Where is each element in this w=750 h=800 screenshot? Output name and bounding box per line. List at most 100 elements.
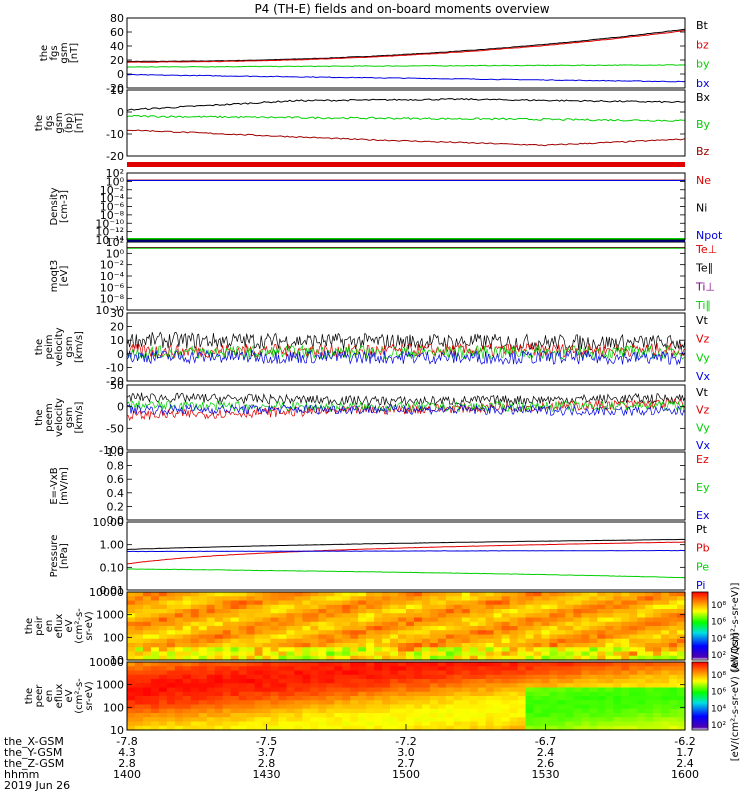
y-axis-label: eV (64, 619, 75, 632)
heatmap-cell (238, 600, 248, 606)
heatmap-cell (589, 717, 598, 723)
heatmap-cell (406, 713, 415, 718)
heatmap-cell (525, 609, 535, 614)
heatmap-cell (182, 613, 192, 619)
heatmap-cell (533, 634, 543, 640)
heatmap-cell (342, 679, 351, 684)
heatmap-cell (677, 725, 686, 731)
heatmap-cell (493, 721, 503, 727)
heatmap-cell (525, 679, 535, 684)
heatmap-cell (358, 592, 367, 597)
heatmap-cell (565, 651, 574, 657)
heatmap-cell (573, 717, 582, 723)
y-axis-label: (cm²-s- (74, 608, 85, 644)
heatmap-cell (150, 604, 160, 610)
heatmap-cell (230, 592, 240, 597)
heatmap-cell (669, 721, 678, 727)
heatmap-cell (398, 604, 407, 610)
heatmap-cell (485, 626, 495, 631)
heatmap-cell (677, 600, 686, 606)
heatmap-cell (358, 713, 367, 718)
heatmap-cell (557, 643, 567, 648)
heatmap-cell (318, 592, 327, 597)
heatmap-cell (477, 687, 487, 693)
heatmap-cell (318, 613, 327, 619)
heatmap-cell (429, 655, 439, 661)
heatmap-cell (230, 670, 240, 676)
heatmap-cell (382, 674, 391, 680)
heatmap-cell (597, 704, 606, 710)
heatmap-cell (294, 647, 303, 653)
heatmap-cell (613, 708, 622, 714)
heatmap-cell (517, 643, 527, 648)
heatmap-cell (390, 634, 399, 640)
heatmap-cell (254, 626, 264, 631)
heatmap-cell (382, 613, 391, 619)
heatmap-cell (398, 592, 407, 597)
heatmap-cell (453, 604, 463, 610)
heatmap-cell (358, 674, 367, 680)
heatmap-cell (382, 651, 391, 657)
heatmap-cell (661, 600, 670, 606)
heatmap-cell (477, 679, 487, 684)
heatmap-cell (182, 721, 192, 727)
heatmap-cell (334, 674, 343, 680)
heatmap-cell (533, 700, 543, 706)
heatmap-cell (366, 651, 375, 657)
heatmap-cell (127, 708, 136, 714)
heatmap-cell (437, 617, 447, 623)
heatmap-cell (358, 662, 367, 667)
heatmap-cell (605, 621, 614, 627)
heatmap-cell (429, 643, 439, 648)
heatmap-cell (469, 617, 479, 623)
heatmap-cell (398, 630, 407, 636)
heatmap-cell (406, 674, 415, 680)
heatmap-cell (278, 621, 288, 627)
heatmap-cell (134, 683, 144, 689)
heatmap-cell (517, 617, 527, 623)
heatmap-cell (182, 647, 192, 653)
heatmap-cell (238, 634, 248, 640)
heatmap-cell (222, 600, 232, 606)
heatmap-cell (262, 647, 272, 653)
heatmap-cell (262, 700, 272, 706)
legend-Ne: Ne (696, 174, 711, 187)
heatmap-cell (637, 670, 646, 676)
heatmap-cell (421, 666, 431, 672)
heatmap-cell (613, 725, 622, 731)
heatmap-cell (477, 630, 487, 636)
heatmap-cell (382, 725, 391, 731)
heatmap-cell (158, 666, 168, 672)
heatmap-cell (469, 596, 479, 602)
x-tick-label: 1600 (671, 768, 699, 781)
heatmap-cell (350, 604, 359, 610)
heatmap-cell (597, 721, 606, 727)
heatmap-cell (437, 721, 447, 727)
heatmap-cell (605, 687, 614, 693)
heatmap-cell (310, 655, 319, 661)
heatmap-cell (645, 651, 654, 657)
heatmap-cell (278, 647, 288, 653)
heatmap-cell (517, 666, 527, 672)
series-Vx (126, 348, 686, 366)
heatmap-cell (565, 596, 574, 602)
heatmap-cell (310, 638, 319, 644)
heatmap-cell (174, 674, 184, 680)
heatmap-cell (286, 634, 295, 640)
heatmap-cell (477, 613, 487, 619)
heatmap-cell (533, 617, 543, 623)
heatmap-cell (517, 651, 527, 657)
heatmap-cell (581, 725, 590, 731)
heatmap-cell (294, 596, 303, 602)
heatmap-cell (198, 666, 208, 672)
heatmap-cell (525, 613, 535, 619)
heatmap-cell (142, 700, 152, 706)
heatmap-cell (645, 713, 654, 718)
heatmap-cell (645, 666, 654, 672)
heatmap-cell (485, 662, 495, 667)
heatmap-cell (669, 662, 678, 667)
heatmap-cell (453, 621, 463, 627)
heatmap-cell (382, 647, 391, 653)
heatmap-cell (326, 613, 335, 619)
y-tick-label: 10⁻⁶ (100, 281, 125, 294)
